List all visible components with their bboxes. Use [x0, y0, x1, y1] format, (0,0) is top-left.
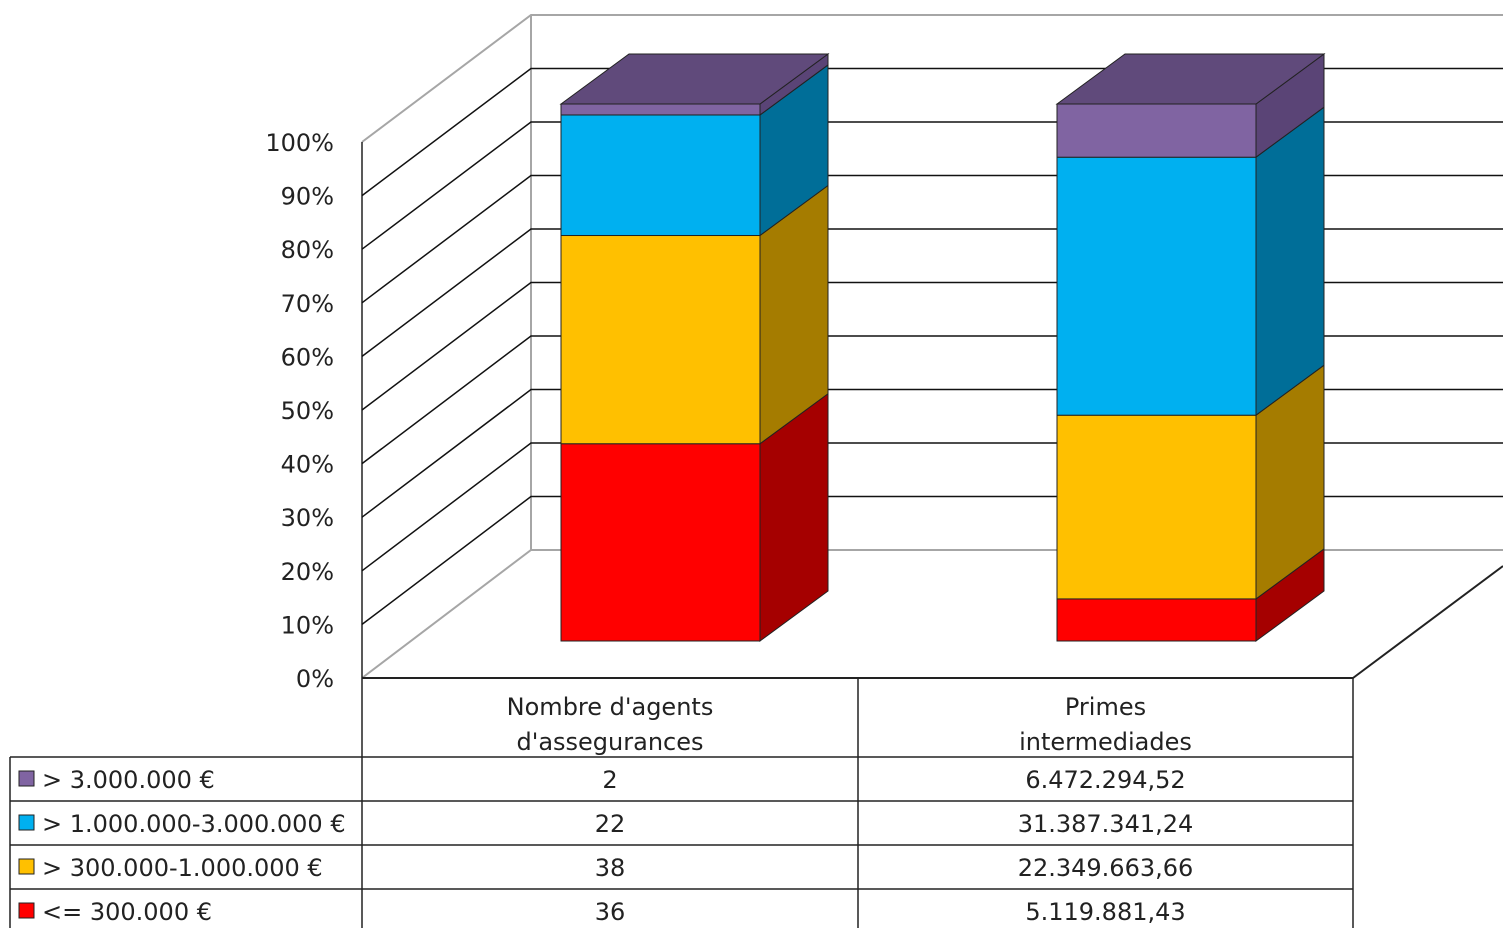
data-label: 5.119.881,43 — [1025, 898, 1185, 926]
bar-segment — [1056, 598, 1257, 642]
gridlines — [361, 67, 1503, 625]
category-label: Primes — [1065, 693, 1146, 721]
y-tick-label: 0% — [296, 665, 334, 693]
bar-segment — [560, 103, 761, 116]
legend-label: > 300.000-1.000.000 € — [42, 854, 323, 882]
legend-key — [18, 902, 35, 919]
y-tick-label: 60% — [281, 343, 334, 371]
legend-key — [18, 814, 35, 831]
bar-top-face — [559, 53, 830, 105]
gridline — [361, 388, 1503, 518]
legend-key — [18, 770, 35, 787]
gridline — [361, 228, 1503, 357]
data-label: 22.349.663,66 — [1018, 854, 1194, 882]
bar-segment — [560, 114, 761, 237]
bar-top-face — [1055, 53, 1326, 105]
legend-label: > 1.000.000-3.000.000 € — [42, 810, 346, 838]
bar-segment — [1056, 414, 1257, 600]
bar-segment — [560, 235, 761, 445]
y-axis-ticks: 0% 10% 20% 30% 40% 50% 60% 70% 80% 90% 100% — [265, 129, 334, 693]
category-label: d'assegurances — [516, 728, 703, 756]
y-tick-label: 70% — [281, 290, 334, 318]
y-tick-label: 40% — [281, 451, 334, 479]
y-tick-label: 20% — [281, 558, 334, 586]
bars — [559, 53, 1326, 642]
y-tick-label: 100% — [265, 129, 334, 157]
y-tick-label: 80% — [281, 236, 334, 264]
gridline — [361, 442, 1503, 572]
floor-back-edge — [361, 549, 1503, 679]
category-label: Nombre d'agents — [507, 693, 714, 721]
data-label: 36 — [595, 898, 626, 926]
y-tick-label: 50% — [281, 397, 334, 425]
gridline — [361, 495, 1503, 625]
data-label: 2 — [602, 766, 617, 794]
y-tick-label: 90% — [281, 183, 334, 211]
category-label: intermediades — [1019, 728, 1192, 756]
y-tick-label: 10% — [281, 611, 334, 639]
gridline — [361, 335, 1503, 465]
legend-key — [18, 858, 35, 875]
bar-segment — [1056, 156, 1257, 416]
side-wall-top-edge — [361, 14, 1503, 143]
floor-right-edge — [1352, 565, 1503, 679]
gridline — [361, 174, 1503, 304]
legend-label: > 3.000.000 € — [42, 766, 215, 794]
bar-segment-side — [1255, 106, 1325, 417]
legend-label: <= 300.000 € — [42, 898, 212, 926]
y-tick-label: 30% — [281, 504, 334, 532]
data-label: 6.472.294,52 — [1025, 766, 1185, 794]
gridline — [361, 67, 1503, 197]
data-table: Nombre d'agents d'assegurances Primes inter… — [9, 678, 1354, 928]
bar-segment — [1056, 103, 1257, 158]
gridline — [361, 281, 1503, 411]
chart-walls — [361, 14, 1503, 679]
data-label: 38 — [595, 854, 626, 882]
data-label: 22 — [595, 810, 626, 838]
bar-segment — [560, 443, 761, 642]
data-label: 31.387.341,24 — [1018, 810, 1194, 838]
gridline — [361, 121, 1503, 250]
